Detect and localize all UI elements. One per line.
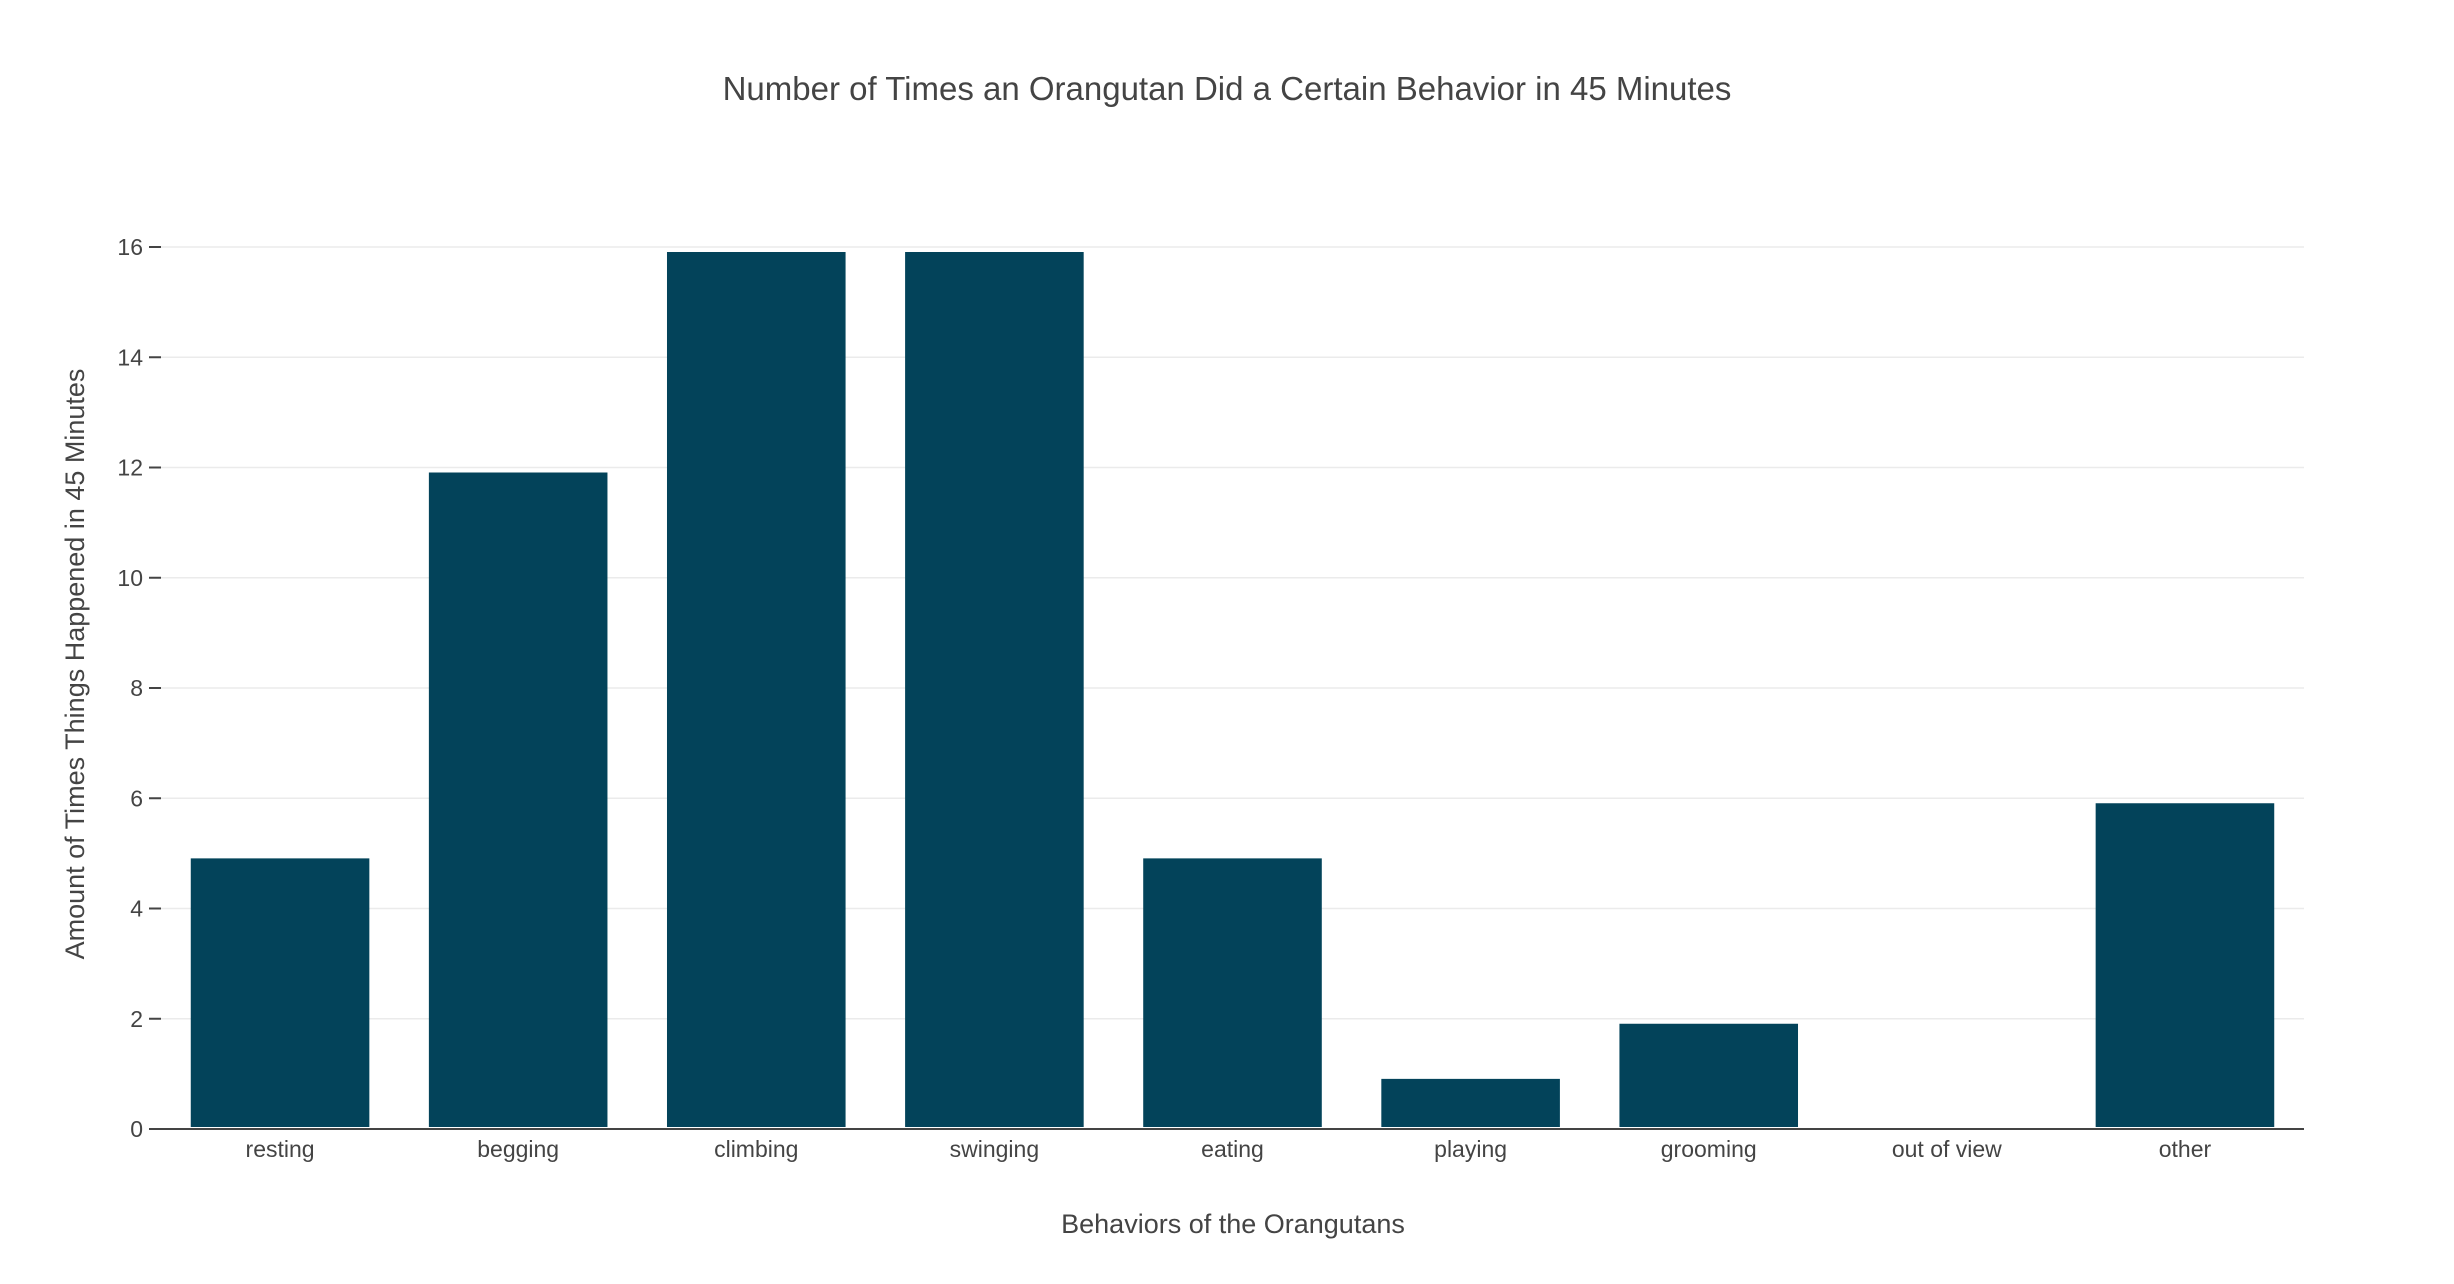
bar-resting (190, 858, 370, 1127)
bar-climbing (666, 252, 846, 1127)
x-tick-label: grooming (1661, 1136, 1757, 1162)
y-tick-label: 2 (130, 1006, 143, 1032)
x-tick-label: other (2159, 1136, 2212, 1162)
y-tick-label: 14 (117, 344, 143, 370)
y-tick-label: 0 (130, 1116, 143, 1142)
bar-grooming (1619, 1023, 1799, 1127)
x-axis-title: Behaviors of the Orangutans (1061, 1209, 1405, 1239)
y-tick-label: 16 (117, 234, 143, 260)
x-tick-label: out of view (1892, 1136, 2002, 1162)
y-tick-label: 4 (130, 896, 143, 922)
y-tick-label: 10 (117, 565, 143, 591)
y-tick-label: 12 (117, 455, 143, 481)
bar-playing (1381, 1078, 1560, 1127)
x-tick-label: swinging (950, 1136, 1040, 1162)
bars (190, 252, 2275, 1127)
x-tick-label: begging (477, 1136, 559, 1162)
x-tick-label: playing (1434, 1136, 1507, 1162)
y-axis-title: Amount of Times Things Happened in 45 Mi… (60, 369, 90, 960)
x-tick-label: climbing (714, 1136, 798, 1162)
y-tick-label: 6 (130, 785, 143, 811)
bar-other (2095, 803, 2275, 1127)
x-tick-label: resting (246, 1136, 315, 1162)
bar-begging (428, 472, 608, 1127)
x-axis-ticks: resting begging climbing swinging eating play… (246, 1136, 2212, 1162)
bar-swinging (905, 252, 1084, 1127)
y-axis-ticks: 0 2 4 6 8 10 12 14 16 (117, 234, 161, 1142)
y-tick-label: 8 (130, 675, 143, 701)
x-tick-label: eating (1201, 1136, 1264, 1162)
bar-eating (1143, 858, 1322, 1127)
chart-title: Number of Times an Orangutan Did a Certa… (723, 70, 1732, 107)
